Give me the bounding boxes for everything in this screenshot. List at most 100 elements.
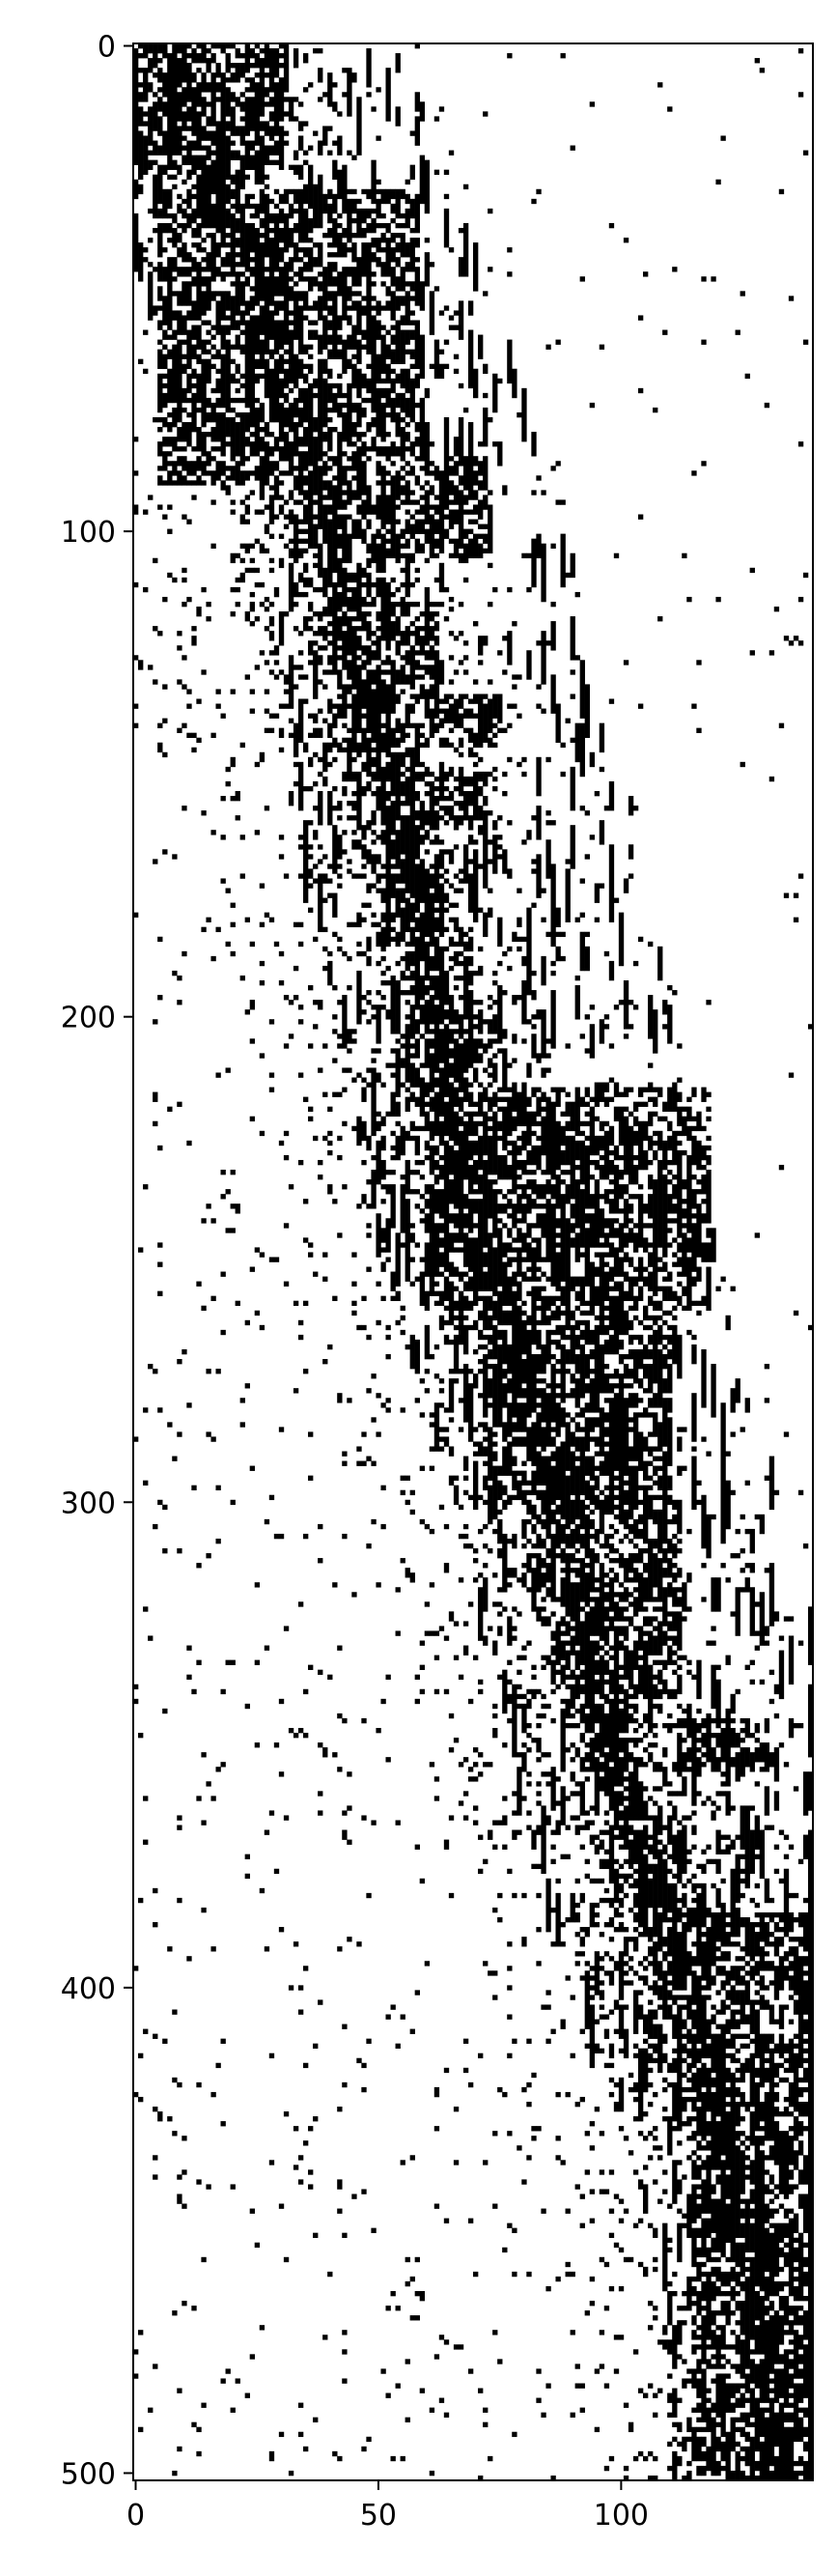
- heatmap-cell-run: [550, 466, 556, 471]
- heatmap-cell-run: [599, 2169, 605, 2175]
- heatmap-cell-run: [153, 101, 158, 131]
- heatmap-cell-run: [715, 1733, 721, 1748]
- heatmap-cell-run: [182, 43, 187, 83]
- heatmap-cell-run: [603, 2306, 610, 2311]
- heatmap-cell-run: [244, 276, 250, 287]
- heatmap-cell-run: [599, 1242, 605, 1248]
- heatmap-cell-run: [672, 2081, 678, 2122]
- heatmap-cell-run: [405, 461, 410, 467]
- heatmap-cell-run: [488, 1295, 493, 1312]
- heatmap-cell-run: [318, 645, 323, 651]
- heatmap-cell-run: [405, 291, 410, 326]
- heatmap-cell-run: [453, 801, 460, 807]
- heatmap-cell-run: [376, 300, 381, 316]
- heatmap-cell-run: [473, 761, 479, 768]
- heatmap-cell-run: [143, 329, 149, 335]
- heatmap-cell-run: [613, 1514, 620, 1520]
- heatmap-cell-run: [230, 466, 236, 481]
- heatmap-cell-run: [478, 756, 484, 763]
- heatmap-cell-run: [628, 1882, 634, 1889]
- heatmap-cell-run: [278, 980, 285, 986]
- heatmap-cell-run: [138, 130, 144, 181]
- heatmap-cell-run: [677, 1043, 683, 1049]
- heatmap-cell-run: [667, 1159, 673, 1166]
- heatmap-cell-run: [239, 101, 245, 112]
- heatmap-cell-run: [308, 907, 314, 913]
- heatmap-cell-run: [206, 397, 211, 409]
- heatmap-cell-run: [648, 1815, 654, 1821]
- heatmap-cell-run: [264, 806, 270, 811]
- heatmap-cell-run: [653, 1980, 658, 1996]
- heatmap-cell-run: [517, 1159, 522, 1171]
- heatmap-cell-run: [385, 806, 391, 948]
- heatmap-cell-run: [182, 684, 187, 690]
- heatmap-cell-run: [618, 1863, 625, 1870]
- heatmap-cell-run: [603, 2062, 610, 2069]
- heatmap-cell-run: [313, 499, 319, 505]
- heatmap-cell-run: [517, 1655, 522, 1660]
- heatmap-cell-run: [318, 1175, 323, 1180]
- heatmap-cell-run: [682, 1892, 687, 1909]
- heatmap-cell-run: [603, 1252, 610, 1258]
- heatmap-cell-run: [283, 524, 290, 529]
- heatmap-cell-run: [526, 830, 532, 840]
- heatmap-cell-run: [318, 242, 323, 268]
- heatmap-cell-run: [686, 1858, 692, 1865]
- heatmap-cell-run: [191, 325, 197, 340]
- heatmap-cell-run: [691, 1116, 697, 1122]
- heatmap-cell-run: [153, 72, 158, 78]
- heatmap-cell-run: [347, 286, 352, 301]
- heatmap-cell-run: [424, 1184, 431, 1195]
- heatmap-cell-run: [376, 1140, 381, 1185]
- heatmap-cell-run: [497, 1329, 503, 1341]
- heatmap-cell-run: [517, 1752, 522, 1758]
- heatmap-cell-run: [682, 2320, 687, 2326]
- heatmap-cell-run: [458, 1369, 464, 1374]
- heatmap-cell-run: [589, 2145, 596, 2151]
- heatmap-cell-run: [502, 636, 508, 641]
- heatmap-cell-run: [385, 980, 391, 986]
- heatmap-cell-run: [395, 470, 401, 500]
- heatmap-cell-run: [448, 1747, 455, 1753]
- heatmap-cell-run: [201, 72, 207, 93]
- heatmap-cell-run: [337, 873, 343, 879]
- heatmap-cell-run: [662, 2052, 668, 2064]
- heatmap-cell-run: [308, 305, 314, 311]
- heatmap-cell-run: [453, 917, 460, 933]
- heatmap-cell-run: [337, 1946, 343, 1952]
- heatmap-cell-run: [473, 694, 479, 704]
- heatmap-cell-run: [478, 965, 484, 977]
- heatmap-cell-run: [273, 320, 280, 354]
- heatmap-cell-run: [497, 1509, 503, 1515]
- heatmap-cell-run: [172, 854, 178, 860]
- heatmap-cell-run: [467, 1140, 474, 1161]
- heatmap-cell-run: [371, 504, 377, 515]
- heatmap-cell-run: [133, 504, 139, 515]
- heatmap-cell-run: [254, 581, 261, 588]
- heatmap-cell-run: [623, 1805, 629, 1850]
- heatmap-cell-run: [677, 2222, 683, 2263]
- heatmap-cell-run: [380, 1159, 386, 1180]
- heatmap-cell-run: [283, 1815, 290, 1821]
- heatmap-cell-run: [390, 591, 396, 598]
- heatmap-cell-run: [574, 1582, 580, 1646]
- heatmap-cell-run: [720, 135, 726, 141]
- heatmap-cell-run: [584, 2131, 590, 2137]
- heatmap-cell-run: [541, 1257, 546, 1262]
- heatmap-cell-run: [545, 1456, 551, 1540]
- heatmap-cell-run: [653, 1863, 658, 1938]
- heatmap-cell-run: [467, 698, 474, 704]
- heatmap-cell-run: [347, 596, 352, 612]
- heatmap-cell-run: [293, 499, 299, 505]
- heatmap-cell-run: [488, 1038, 493, 1049]
- heatmap-cell-run: [157, 722, 163, 728]
- heatmap-cell-run: [502, 1329, 508, 1365]
- heatmap-cell-run: [351, 188, 357, 195]
- heatmap-cell-run: [177, 2388, 182, 2393]
- heatmap-cell-run: [667, 1538, 673, 1554]
- heatmap-cell-run: [584, 1970, 590, 2029]
- heatmap-cell-run: [618, 1606, 625, 1622]
- heatmap-cell-run: [288, 402, 294, 433]
- heatmap-cell-run: [613, 1626, 620, 1787]
- heatmap-cell-run: [162, 1548, 168, 1554]
